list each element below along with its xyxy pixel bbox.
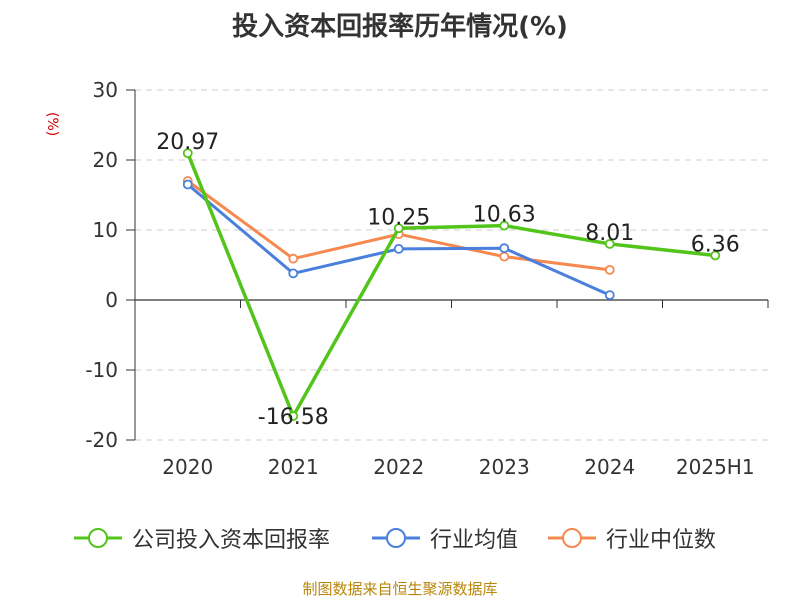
y-tick-label: 20 (93, 148, 118, 172)
x-tick-label: 2021 (268, 455, 319, 479)
data-label: 6.36 (691, 232, 740, 257)
data-point (499, 251, 510, 262)
legend-marker-industry-median (548, 528, 596, 548)
legend-item-industry-mean[interactable]: 行业均值 (370, 522, 518, 554)
data-point (499, 243, 510, 254)
data-point (393, 223, 404, 234)
data-point (604, 264, 615, 275)
data-point (393, 243, 404, 254)
data-point (710, 250, 721, 261)
legend-label-industry-mean: 行业均值 (430, 528, 519, 553)
data-point (288, 411, 299, 421)
data-point (182, 148, 193, 159)
y-tick-label: 10 (93, 218, 118, 242)
x-tick-label: 2020 (162, 455, 213, 479)
data-point (288, 253, 299, 264)
data-label: 8.01 (585, 221, 634, 246)
y-tick-label: 30 (93, 78, 118, 102)
y-tick-label: -10 (85, 358, 118, 382)
data-label: 10.63 (473, 203, 536, 228)
x-tick-label: 2025H1 (676, 455, 755, 479)
series-line (186, 183, 611, 297)
legend-marker-company (74, 528, 122, 548)
legend-item-industry-median[interactable]: 行业中位数 (546, 522, 716, 554)
legend-marker-industry-mean (372, 528, 420, 548)
legend-label-company: 公司投入资本回报率 (132, 528, 331, 553)
data-point (288, 268, 299, 279)
data-point (499, 220, 510, 231)
data-point (182, 179, 193, 190)
data-point (604, 239, 615, 249)
legend-label-industry-median: 行业中位数 (606, 528, 717, 553)
x-tick-label: 2024 (584, 455, 635, 479)
x-tick-label: 2023 (479, 455, 530, 479)
source-note: 制图数据来自恒生聚源数据库 (302, 580, 498, 598)
y-tick-label: 0 (105, 288, 118, 312)
data-point (604, 290, 615, 301)
x-tick-label: 2022 (373, 455, 424, 479)
y-tick-label: -20 (85, 428, 118, 452)
chart-title: 投入资本回报率历年情况(%) (232, 12, 568, 42)
data-label: 10.25 (367, 205, 430, 230)
legend-item-company[interactable]: 公司投入资本回报率 (72, 522, 330, 554)
series-line (186, 152, 716, 418)
data-label: 20.97 (156, 130, 219, 155)
data-label: -16.58 (258, 405, 329, 430)
